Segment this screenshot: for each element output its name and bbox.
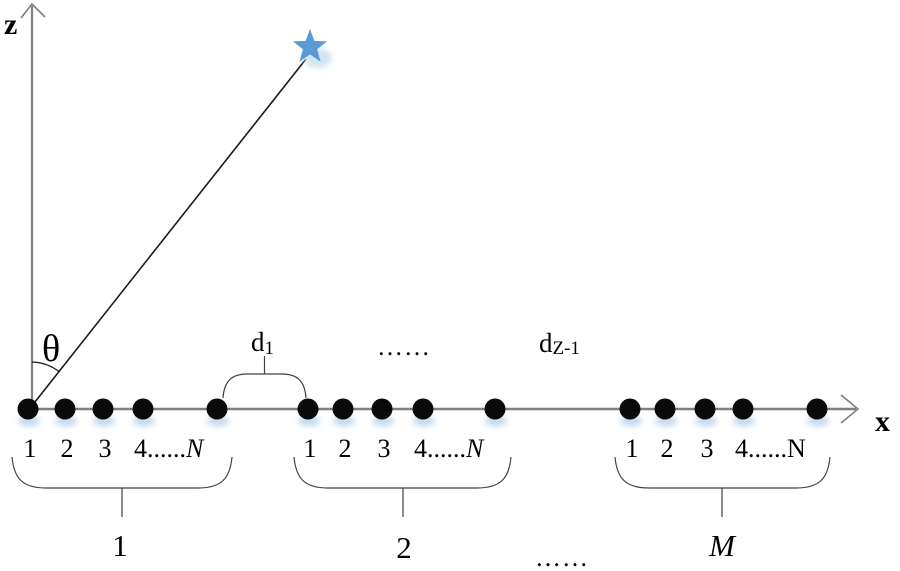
array-elements bbox=[17, 398, 829, 427]
array-element-dot bbox=[332, 398, 354, 420]
array-element-dot bbox=[484, 398, 506, 420]
array-element-dot bbox=[694, 398, 716, 420]
element-label: 3 bbox=[378, 434, 391, 463]
d1-spacing-label: d1 bbox=[251, 327, 274, 359]
z-axis-label: z bbox=[4, 8, 17, 41]
element-label: 2 bbox=[61, 434, 74, 463]
array-element-dot bbox=[297, 398, 319, 420]
subarray-label-1: 1 bbox=[112, 528, 128, 563]
element-label: 2 bbox=[339, 434, 352, 463]
array-element-dot bbox=[92, 398, 114, 420]
element-label: 3 bbox=[99, 434, 112, 463]
x-axis-label: x bbox=[875, 405, 890, 438]
array-element-dot bbox=[206, 398, 228, 420]
element-label-tail: 4......N bbox=[134, 434, 205, 463]
element-label: 1 bbox=[626, 434, 639, 463]
dz1-spacing-label: dZ-1 bbox=[539, 328, 580, 359]
element-label-tail: 4......N bbox=[735, 434, 806, 463]
element-label: 1 bbox=[24, 434, 37, 463]
array-element-dot bbox=[619, 398, 641, 420]
array-element-dot bbox=[412, 398, 434, 420]
array-element-dot bbox=[654, 398, 676, 420]
array-element-dot bbox=[17, 398, 39, 420]
array-element-dot bbox=[732, 398, 754, 420]
theta-angle-arc bbox=[31, 361, 60, 373]
source-direction-line bbox=[30, 58, 307, 408]
element-label: 2 bbox=[661, 434, 674, 463]
subarray-ellipsis: …… bbox=[535, 543, 589, 571]
array-element-dot bbox=[132, 398, 154, 420]
element-label-tail: 4......N bbox=[414, 434, 485, 463]
element-label: 1 bbox=[304, 434, 317, 463]
x-axis-arrowhead bbox=[840, 394, 860, 424]
star-icon bbox=[292, 29, 328, 62]
theta-angle-label: θ bbox=[42, 328, 60, 370]
array-element-dot bbox=[371, 398, 393, 420]
array-element-dot bbox=[54, 398, 76, 420]
subarray-label-2: 2 bbox=[396, 530, 412, 565]
spacing-ellipsis: …… bbox=[377, 332, 431, 361]
subarray-label-m: M bbox=[708, 528, 737, 563]
element-label: 3 bbox=[701, 434, 714, 463]
z-axis-arrowhead bbox=[20, 2, 46, 19]
array-element-dot bbox=[806, 398, 828, 420]
d1-spacing-brace bbox=[222, 373, 307, 399]
